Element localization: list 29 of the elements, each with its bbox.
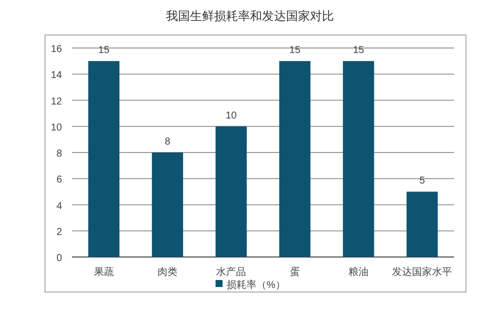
y-tick-label: 16: [50, 44, 62, 55]
data-label: 5: [419, 176, 426, 187]
x-tick-label: 肉类: [158, 266, 178, 278]
bar: [88, 61, 120, 257]
x-tick-label: 水产品: [216, 266, 246, 278]
bar: [279, 61, 310, 257]
legend-label: 损耗率（%）: [226, 279, 286, 291]
bar: [216, 126, 247, 257]
y-tick-label: 8: [56, 148, 62, 160]
data-label: 15: [352, 45, 364, 56]
data-label: 8: [164, 136, 171, 148]
x-tick-label: 果蔬: [94, 266, 114, 278]
bar: [152, 152, 184, 257]
data-label: 15: [289, 45, 301, 56]
bar: [406, 192, 438, 257]
y-tick-label: 6: [56, 174, 62, 186]
x-tick-label: 蛋: [290, 266, 300, 278]
y-tick-label: 14: [50, 70, 62, 82]
y-tick-label: 12: [50, 96, 62, 108]
x-tick-label: 发达国家水平: [392, 266, 452, 278]
bar: [342, 61, 374, 257]
x-tick-label: 粮油: [348, 266, 368, 278]
data-label: 10: [226, 110, 238, 122]
y-tick-label: 10: [50, 122, 62, 134]
y-tick-label: 2: [56, 226, 62, 238]
y-tick-label: 4: [56, 200, 62, 212]
data-label: 15: [98, 45, 110, 56]
chart-title: 我国生鲜损耗率和发达国家对比: [166, 9, 334, 23]
y-tick-label: 0: [56, 253, 62, 264]
